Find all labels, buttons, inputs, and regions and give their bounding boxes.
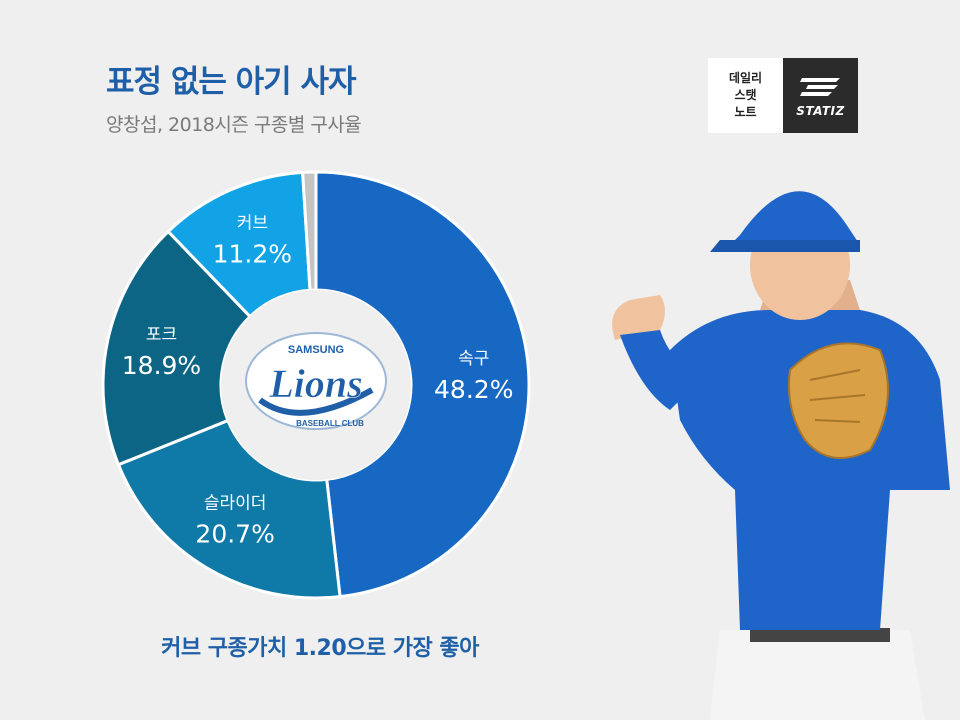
donut-slices [101,170,531,600]
brand-label-line-3: 노트 [734,105,757,119]
brand-label-line-1: 데일리 [728,71,763,85]
brand-label-line-2: 스탯 [734,88,757,102]
slice-value-2: 18.9% [122,351,201,380]
slice-value-0: 48.2% [434,375,513,404]
chart-subtitle: 양창섭, 2018시즌 구종별 구사율 [106,114,362,136]
statiz-logo: STATIZ [783,58,858,133]
logo-team: SAMSUNG [288,344,344,356]
slice-value-3: 11.2% [213,239,292,268]
slice-label-3: 커브 [237,213,268,233]
chart-title: 표정 없는 아기 사자 [106,64,357,100]
donut-chart: SAMSUNG Lions BASEBALL CLUB 속구 48.2% 슬라이더 2… [101,170,531,600]
slice-value-1: 20.7% [195,520,274,549]
logo-club: BASEBALL CLUB [296,419,364,428]
statiz-mark-icon [799,77,840,96]
logo-name: Lions [268,361,362,406]
lions-logo: SAMSUNG Lions BASEBALL CLUB [245,332,387,430]
statiz-wordmark: STATIZ [796,103,845,118]
slice-label-2: 포크 [146,325,177,345]
slice-label-0: 속구 [458,349,489,369]
slice-labels: 속구 48.2% 슬라이더 20.7% 포크 18.9% 커브 11.2% [122,213,514,548]
brand-badge: 데일리 스탯 노트 STATIZ [708,58,858,133]
slice-label-1: 슬라이더 [204,494,267,514]
footer-note: 커브 구종가치 1.20으로 가장 좋아 [161,636,479,661]
player-photo [612,191,950,720]
brand-label: 데일리 스탯 노트 [708,58,783,133]
